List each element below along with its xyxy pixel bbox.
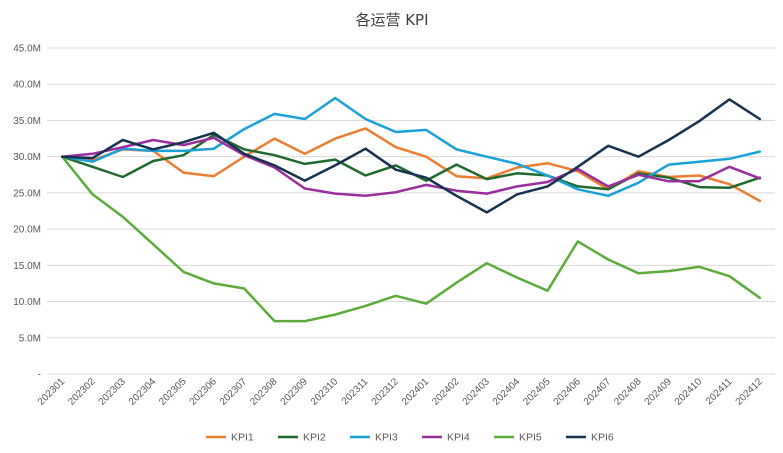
grid xyxy=(47,47,775,375)
x-tick-label: 202309 xyxy=(279,376,311,408)
x-tick-label: 202402 xyxy=(430,376,462,408)
legend-label: KPI5 xyxy=(519,432,542,444)
x-tick-label: 202401 xyxy=(400,376,432,408)
x-tick-label: 202409 xyxy=(643,376,675,408)
x-tick-label: 202304 xyxy=(127,376,159,408)
series-line-kpi3 xyxy=(60,96,762,198)
legend-label: KPI6 xyxy=(591,432,614,444)
x-tick-label: 202310 xyxy=(309,376,341,408)
y-axis: - 5.0M 10.0M 15.0M 20.0M 25.0M 30.0M 35.0M 40.0M… xyxy=(13,44,41,381)
legend-item-kpi5[interactable]: KPI5 xyxy=(494,432,542,444)
x-tick-label: 202305 xyxy=(157,376,189,408)
legend-label: KPI4 xyxy=(447,432,470,444)
y-tick-label: - xyxy=(38,370,41,381)
y-tick-label: 25.0M xyxy=(13,188,41,199)
legend[interactable]: KPI1 KPI2 KPI3 KPI4 KPI5 KPI6 xyxy=(206,432,614,444)
x-tick-label: 202407 xyxy=(582,376,614,408)
x-tick-label: 202303 xyxy=(97,376,129,408)
legend-item-kpi6[interactable]: KPI6 xyxy=(566,432,614,444)
chart-title: 各运营 KPI xyxy=(355,11,428,29)
y-tick-label: 40.0M xyxy=(13,80,41,91)
x-tick-label: 202405 xyxy=(521,376,553,408)
x-tick-label: 202404 xyxy=(491,376,523,408)
x-tick-label: 202302 xyxy=(66,376,98,408)
x-tick-label: 202306 xyxy=(188,376,220,408)
series-line-kpi6 xyxy=(60,98,762,214)
x-tick-label: 202406 xyxy=(552,376,584,408)
y-tick-label: 10.0M xyxy=(13,297,41,308)
legend-item-kpi1[interactable]: KPI1 xyxy=(206,432,254,444)
y-tick-label: 20.0M xyxy=(13,225,41,236)
y-tick-label: 30.0M xyxy=(13,152,41,163)
y-tick-label: 45.0M xyxy=(13,44,41,55)
series-group xyxy=(60,96,762,323)
x-tick-label: 202307 xyxy=(218,376,250,408)
series-line-kpi5 xyxy=(60,155,762,323)
y-tick-label: 5.0M xyxy=(19,333,41,344)
y-tick-label: 35.0M xyxy=(13,116,41,127)
x-tick-label: 202403 xyxy=(461,376,493,408)
legend-item-kpi4[interactable]: KPI4 xyxy=(422,432,470,444)
legend-item-kpi2[interactable]: KPI2 xyxy=(278,432,326,444)
series-line-kpi1 xyxy=(60,127,762,203)
legend-label: KPI3 xyxy=(375,432,398,444)
x-tick-label: 202312 xyxy=(370,376,402,408)
x-axis: 2023012023022023032023042023052023062023… xyxy=(36,376,765,408)
x-tick-label: 202308 xyxy=(248,376,280,408)
legend-label: KPI1 xyxy=(231,432,254,444)
x-tick-label: 202410 xyxy=(673,376,705,408)
legend-label: KPI2 xyxy=(303,432,326,444)
legend-item-kpi3[interactable]: KPI3 xyxy=(350,432,398,444)
x-tick-label: 202412 xyxy=(734,376,766,408)
x-tick-label: 202311 xyxy=(340,376,371,407)
x-tick-label: 202301 xyxy=(36,376,68,408)
y-tick-label: 15.0M xyxy=(13,261,41,272)
x-tick-label: 202411 xyxy=(704,376,735,407)
x-tick-label: 202408 xyxy=(612,376,644,408)
